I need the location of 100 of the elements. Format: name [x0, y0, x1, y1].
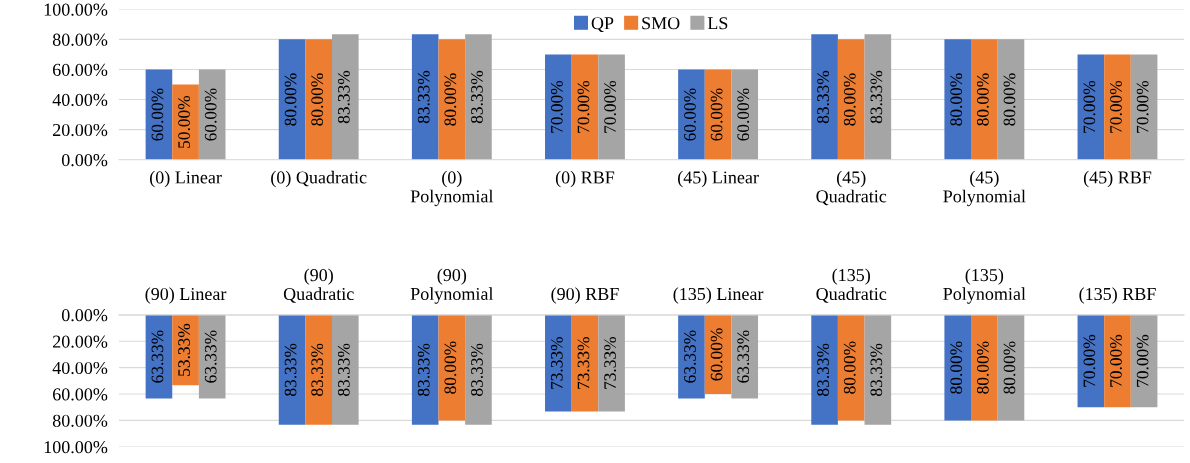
data-label: 83.33% [817, 70, 830, 124]
x-tick-label: (135) Linear [673, 287, 764, 304]
data-label: 70.00% [604, 80, 617, 133]
bar [944, 314, 972, 421]
bar [438, 39, 466, 160]
x-tick-label: (90) Linear [145, 287, 227, 304]
bar [997, 39, 1025, 160]
bar [731, 314, 759, 399]
bar [545, 54, 572, 160]
data-label: 73.33% [550, 337, 563, 389]
data-label: 70.00% [1110, 334, 1122, 387]
bar [278, 39, 306, 160]
data-label: 83.33% [870, 343, 883, 396]
data-label: 80.00% [311, 73, 324, 126]
data-label: 83.33% [337, 343, 350, 396]
data-label: 83.33% [817, 343, 830, 396]
bar [837, 39, 865, 160]
bar [438, 314, 466, 421]
bar [198, 69, 226, 160]
x-tick-label: (90) Quadratic [283, 268, 354, 303]
bar [571, 314, 599, 412]
y-tick-label: 0.00% [61, 309, 108, 322]
x-tick-label: (90) RBF [551, 287, 619, 304]
bar [678, 314, 705, 399]
bar [198, 314, 226, 399]
y-tick-label: 100.00% [44, 441, 108, 454]
data-label: 83.33% [471, 70, 483, 124]
data-label: 80.00% [950, 341, 963, 394]
data-label: 60.00% [151, 88, 164, 141]
bar [997, 314, 1025, 421]
data-label: 80.00% [843, 73, 856, 126]
bar [571, 54, 599, 160]
data-label: 60.00% [710, 328, 723, 381]
y-tick-label: 20.00% [53, 335, 108, 348]
bar [172, 84, 199, 160]
data-label: 70.00% [1083, 334, 1096, 387]
bar [411, 314, 439, 425]
bar [1104, 314, 1131, 408]
bar [545, 314, 572, 412]
data-label: 60.00% [737, 88, 750, 141]
bar [731, 69, 759, 160]
data-label: 83.33% [311, 343, 324, 396]
bar [411, 34, 439, 160]
bar [1077, 54, 1105, 160]
bar [971, 39, 998, 160]
data-label: 80.00% [843, 341, 856, 394]
data-label: 63.33% [737, 330, 750, 383]
data-label: 63.33% [684, 330, 696, 383]
y-tick-label: 40.00% [52, 93, 108, 107]
bar [678, 69, 705, 160]
bar [278, 314, 306, 425]
bar [145, 314, 173, 399]
data-label: 83.33% [417, 343, 430, 396]
bar [1130, 314, 1158, 408]
data-label: 53.33% [178, 323, 190, 376]
data-label: 83.33% [337, 70, 350, 124]
data-label: 63.33% [151, 330, 164, 383]
data-label: 80.00% [976, 73, 989, 126]
data-label: 70.00% [1136, 80, 1149, 133]
bar [465, 34, 492, 160]
bar [145, 69, 173, 160]
data-label: 70.00% [1136, 334, 1149, 387]
data-label: 73.33% [577, 337, 590, 389]
bar [305, 314, 333, 425]
data-label: 80.00% [284, 73, 297, 126]
bar [332, 34, 359, 160]
y-tick-label: 0.00% [61, 153, 108, 167]
data-label: 80.00% [444, 341, 457, 394]
legend-label: SMO [642, 17, 680, 30]
bar [811, 34, 838, 160]
bar [944, 39, 972, 160]
x-tick-label: (0) Quadratic [271, 170, 367, 188]
bar [598, 54, 625, 160]
y-tick-label: 60.00% [53, 388, 108, 401]
x-tick-label: (0) Linear [150, 170, 222, 188]
y-tick-label: 40.00% [52, 361, 108, 375]
data-label: 63.33% [204, 330, 217, 383]
legend-label: QP [591, 17, 614, 33]
bar [332, 314, 359, 425]
bar [864, 34, 892, 160]
bar [1104, 54, 1131, 160]
bar [864, 314, 892, 425]
y-tick-label: 100.00% [44, 3, 108, 16]
data-label: 60.00% [204, 88, 217, 141]
bar [971, 314, 998, 421]
x-tick-label: (135) Quadratic [816, 268, 887, 303]
data-label: 83.33% [284, 343, 297, 396]
data-label: 83.33% [870, 70, 883, 124]
data-label: 80.00% [444, 73, 457, 126]
data-label: 73.33% [604, 337, 617, 389]
data-label: 50.00% [178, 95, 190, 148]
legend-label: LS [707, 17, 728, 30]
bar [1130, 54, 1158, 160]
x-tick-label: (0) Polynomial [410, 170, 494, 207]
bar [704, 69, 732, 160]
data-label: 80.00% [1003, 341, 1016, 394]
x-tick-label: (135) RBF [1079, 287, 1156, 304]
data-label: 80.00% [1003, 73, 1016, 126]
bar [598, 314, 625, 412]
x-tick-label: (0) RBF [555, 170, 615, 188]
